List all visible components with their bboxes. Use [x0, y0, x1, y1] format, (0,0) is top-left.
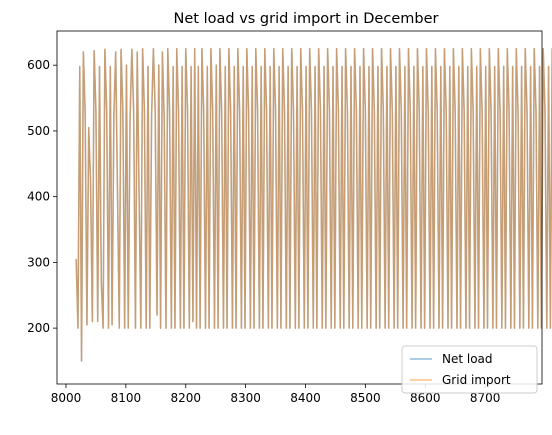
- legend-label: Net load: [442, 352, 493, 366]
- y-tick-label: 600: [27, 58, 50, 72]
- x-tick-label: 8000: [51, 391, 82, 405]
- x-tick-label: 8600: [410, 391, 441, 405]
- legend-label: Grid import: [442, 373, 511, 387]
- series-layer: [75, 48, 552, 362]
- y-tick-label: 200: [27, 321, 50, 335]
- x-tick-label: 8700: [470, 391, 501, 405]
- x-tick-label: 8100: [111, 391, 142, 405]
- x-tick-label: 8200: [170, 391, 201, 405]
- x-tick-label: 8500: [350, 391, 381, 405]
- x-tick-label: 8400: [290, 391, 321, 405]
- x-tick-label: 8300: [230, 391, 261, 405]
- series-line-grid-import: [75, 48, 552, 362]
- y-tick-label: 400: [27, 190, 50, 204]
- axes-layer: 8000 8100 8200 8300 8400 8500 8600 8700 200 300 40…: [27, 30, 543, 405]
- legend: Net load Grid import: [401, 345, 538, 394]
- y-tick-label: 300: [27, 255, 50, 269]
- legend-box: [401, 345, 538, 394]
- chart-title: Net load vs grid import in December: [174, 11, 439, 27]
- y-tick-label: 500: [27, 124, 50, 138]
- plot-frame: [56, 30, 543, 385]
